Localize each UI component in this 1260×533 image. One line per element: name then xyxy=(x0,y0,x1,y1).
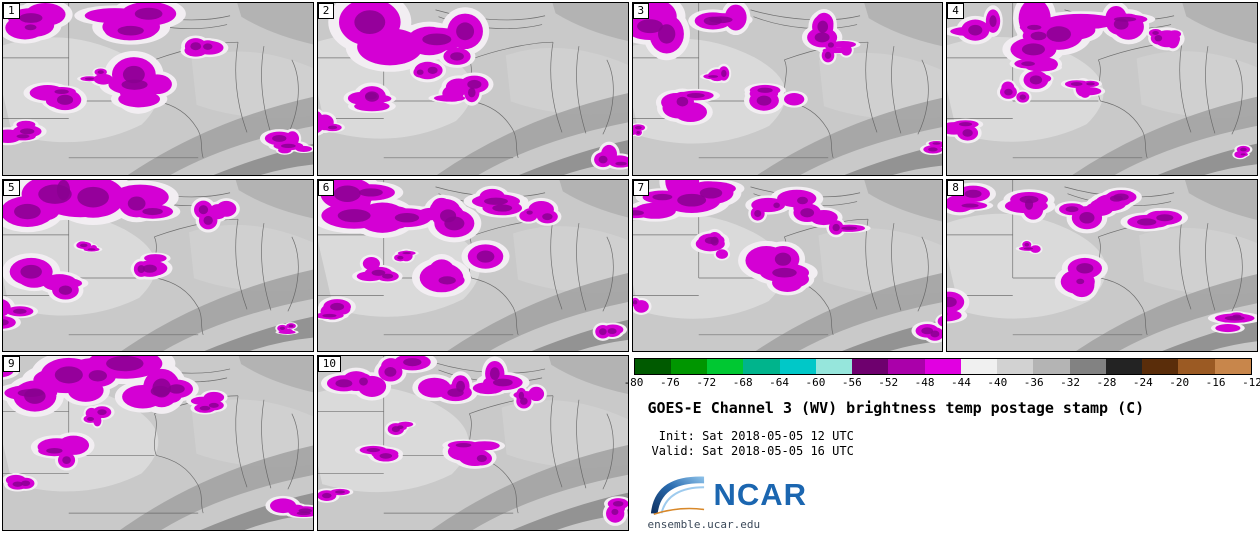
ensemble-member-panel: 6 xyxy=(316,178,629,352)
colorbar-segment xyxy=(1214,359,1252,374)
colorbar-tick-label: -80 xyxy=(623,376,644,389)
ensemble-member-panel: 9 xyxy=(2,355,314,531)
panel-number-badge: 7 xyxy=(632,179,650,196)
wv-map-image xyxy=(317,356,628,530)
colorbar-tick-label: -48 xyxy=(914,376,935,389)
ensemble-member-panel: 10 xyxy=(316,355,629,531)
colorbar-segment xyxy=(634,359,671,374)
wv-map-image xyxy=(947,179,1257,351)
colorbar-tick-labels: -80 -76 -72 -68 -64 -60 -56 -52 -48 -44 -40 -36 -32 -… xyxy=(624,376,1260,391)
site-url: ensemble.ucar.edu xyxy=(647,518,761,531)
colorbar-segment xyxy=(1142,359,1179,374)
panel-number-badge: 2 xyxy=(317,3,335,19)
wv-map-image xyxy=(632,179,943,351)
panel-number-badge: 9 xyxy=(3,356,20,372)
colorbar-segment xyxy=(888,359,925,374)
ensemble-member-panel: 8 xyxy=(946,178,1258,352)
colorbar-segment xyxy=(743,359,780,374)
colorbar-tick-label: -32 xyxy=(1060,376,1081,389)
colorbar-tick-label: -68 xyxy=(732,376,753,389)
colorbar-tick-label: -56 xyxy=(841,376,862,389)
valid-time-line: Valid: Sat 2018-05-05 16 UTC xyxy=(651,444,854,458)
colorbar-segment xyxy=(997,359,1034,374)
init-time-line: Init: Sat 2018-05-05 12 UTC xyxy=(651,429,854,443)
wv-map-image xyxy=(317,179,628,351)
colorbar-segment xyxy=(852,359,889,374)
ensemble-member-panel: 2 xyxy=(316,2,629,176)
wv-map-image xyxy=(317,3,628,175)
ensemble-member-panel: 3 xyxy=(631,2,944,176)
ensemble-member-panel: 4 xyxy=(946,2,1258,176)
colorbar-tick-label: -64 xyxy=(769,376,789,389)
init-valid-times: Init: Sat 2018-05-05 12 UTC Valid: Sat 2… xyxy=(652,429,1253,459)
figure-title: GOES-E Channel 3 (WV) brightness temp po… xyxy=(647,399,1145,417)
colorbar-segment xyxy=(924,359,961,374)
colorbar-tick-label: -28 xyxy=(1096,376,1117,389)
ncar-logo: NCAR xyxy=(648,471,1253,517)
brightness-temp-colorbar xyxy=(633,358,1252,375)
colorbar-segment xyxy=(779,359,816,374)
colorbar-tick-label: -16 xyxy=(1205,376,1226,389)
colorbar-segment xyxy=(815,359,853,374)
colorbar-tick-label: -40 xyxy=(987,376,1008,389)
colorbar-segment xyxy=(670,359,708,374)
ncar-logo-text: NCAR xyxy=(713,476,808,512)
colorbar-segment xyxy=(1178,359,1215,374)
wv-map-image xyxy=(947,3,1257,175)
ensemble-member-panel: 7 xyxy=(631,178,944,352)
panel-number-badge: 5 xyxy=(3,179,20,196)
wv-map-image xyxy=(3,179,313,351)
colorbar-segment xyxy=(707,359,744,374)
colorbar-segment xyxy=(1069,359,1106,374)
colorbar-tick-label: -76 xyxy=(659,376,680,389)
wv-map-image xyxy=(632,3,943,175)
colorbar-tick-label: -44 xyxy=(951,376,971,389)
wv-map-image xyxy=(3,356,313,530)
colorbar-segment xyxy=(960,359,998,374)
colorbar-tick-label: -12 xyxy=(1242,376,1260,389)
wv-map-image xyxy=(3,3,313,175)
colorbar-tick-label: -20 xyxy=(1169,376,1190,389)
colorbar-tick-label: -52 xyxy=(878,376,899,389)
colorbar-tick-label: -72 xyxy=(696,376,717,389)
colorbar-segment xyxy=(1105,359,1143,374)
colorbar-tick-label: -24 xyxy=(1132,376,1153,389)
colorbar-tick-label: -60 xyxy=(805,376,826,389)
legend-and-caption-area: -80 -76 -72 -68 -64 -60 -56 -52 -48 -44 -40 -36 -32 -… xyxy=(624,355,1260,531)
panel-number-badge: 4 xyxy=(947,3,964,19)
ensemble-member-panel: 5 xyxy=(2,178,314,352)
panel-number-badge: 10 xyxy=(317,356,341,372)
panel-number-badge: 1 xyxy=(3,3,20,19)
ncar-swoosh-icon xyxy=(650,476,704,516)
colorbar-tick-label: -36 xyxy=(1023,376,1044,389)
panel-number-badge: 3 xyxy=(632,3,650,19)
ensemble-member-panel: 1 xyxy=(2,2,314,176)
colorbar-segment xyxy=(1033,359,1070,374)
panel-number-badge: 6 xyxy=(317,179,335,196)
panel-number-badge: 8 xyxy=(947,179,964,196)
